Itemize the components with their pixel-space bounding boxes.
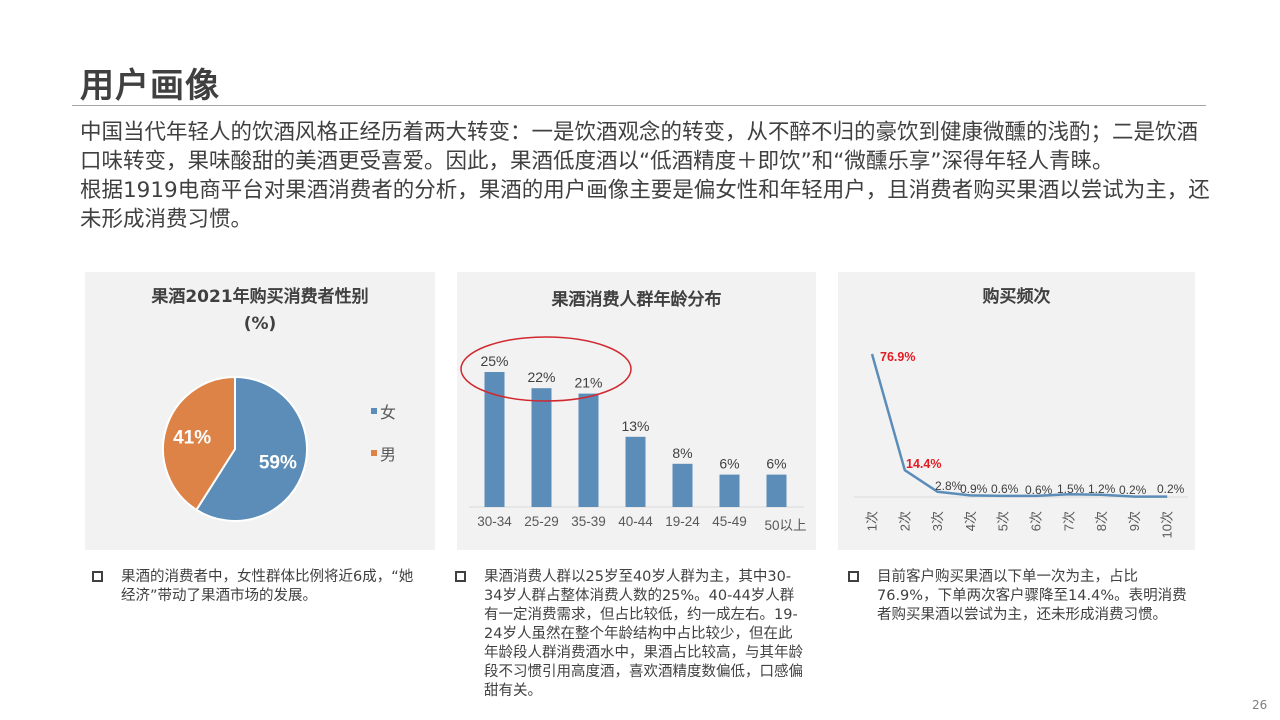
legend-item-male: 男 (371, 441, 396, 465)
chart-subtitle: (%) (243, 314, 277, 334)
legend-swatch-male (371, 450, 377, 456)
chart-title: 购买频次 (982, 287, 1051, 307)
note-text: 果酒的消费者中，女性群体比例将近6成，“她经济”带动了果酒市场的发展。 (121, 569, 414, 604)
x-tick-label: 2次 (897, 511, 912, 531)
legend-item-female: 女 (371, 399, 396, 423)
highlight-ellipse (460, 336, 632, 402)
x-tick-label: 6次 (1029, 511, 1044, 531)
title-divider (72, 105, 1206, 106)
bar (578, 393, 599, 507)
x-tick-label: 35-39 (571, 514, 606, 529)
bar (719, 474, 740, 507)
x-tick-label: 30-34 (477, 514, 512, 529)
bar-data-label: 6% (766, 456, 786, 472)
x-tick-label: 4次 (963, 511, 978, 531)
legend-swatch-female (371, 408, 377, 414)
gender-chart-panel: 果酒2021年购买消费者性别 (%) 59% 41% 女 男 (85, 272, 435, 550)
note-text: 果酒消费人群以25岁至40岁人群为主，其中30-34岁人群占整体消费人数的25%… (484, 569, 803, 699)
page-title: 用户画像 (80, 66, 220, 106)
pie-data-label: 41% (173, 428, 211, 449)
x-tick-label: 7次 (1061, 511, 1076, 531)
bar (484, 372, 505, 507)
square-bullet-icon (455, 571, 466, 582)
square-bullet-icon (848, 571, 859, 582)
point-data-label: 76.9% (880, 350, 915, 364)
age-bar-chart: 25% 30-34 22% 25-29 21% 35-39 13% 40-44 8% 19-24 6… (460, 336, 807, 533)
pie-data-label: 59% (259, 452, 297, 473)
x-tick-label: 25-29 (524, 514, 559, 529)
bar-data-label: 6% (719, 456, 739, 472)
point-data-label: 0.6% (1025, 483, 1053, 497)
x-tick-label: 8次 (1094, 511, 1109, 531)
x-tick-label: 19-24 (665, 514, 700, 529)
bar-data-label: 21% (574, 375, 602, 391)
pie-slice-female (195, 375, 308, 522)
intro-text: 中国当代年轻人的饮酒风格正经历着两大转变：一是饮酒观念的转变，从不醉不归的豪饮到… (80, 118, 1210, 234)
intro-paragraph: 中国当代年轻人的饮酒风格正经历着两大转变：一是饮酒观念的转变，从不醉不归的豪饮到… (80, 120, 1199, 174)
point-data-label: 1.2% (1088, 482, 1116, 496)
bar-data-label: 13% (621, 418, 649, 434)
series-line (870, 353, 1168, 498)
square-bullet-icon (92, 571, 103, 582)
bar (625, 436, 646, 507)
x-tick-label: 10次 (1160, 511, 1175, 538)
legend-label: 女 (380, 403, 397, 422)
x-tick-label: 5次 (996, 511, 1011, 531)
point-data-label: 0.2% (1119, 483, 1147, 497)
x-tick-label: 45-49 (712, 514, 747, 529)
frequency-chart-panel: 购买频次 76.9% 1次 14.4% 2次 2.8% 3次 0.9% 4次 0.6% 5次 0.6… (838, 272, 1195, 550)
x-tick-label: 9次 (1127, 511, 1142, 531)
bar (672, 463, 693, 507)
chart-title: 果酒消费人群年龄分布 (551, 290, 722, 310)
x-tick-label: 50以上 (764, 518, 806, 533)
point-data-label: 14.4% (906, 457, 941, 471)
bar (531, 388, 552, 507)
age-chart-panel: 果酒消费人群年龄分布 25% 30-34 22% 25-29 21% 35-39 13% 40… (457, 272, 816, 550)
chart-title: 果酒2021年购买消费者性别 (151, 287, 369, 307)
bar-data-label: 22% (527, 369, 555, 385)
bar-data-label: 25% (480, 353, 508, 369)
point-data-label: 0.6% (991, 482, 1019, 496)
bar (766, 474, 787, 507)
intro-paragraph: 根据1919电商平台对果酒消费者的分析，果酒的用户画像主要是偏女性和年轻用户，且… (80, 178, 1210, 232)
note-text: 目前客户购买果酒以下单一次为主，占比76.9%，下单两次客户骤降至14.4%。表… (877, 569, 1187, 623)
x-tick-label: 1次 (865, 511, 880, 531)
pie-slice-male (162, 375, 236, 512)
gender-pie-chart: 59% 41% (162, 375, 308, 522)
legend-label: 男 (380, 445, 397, 464)
point-data-label: 0.2% (1157, 482, 1185, 496)
frequency-line-chart: 76.9% 1次 14.4% 2次 2.8% 3次 0.9% 4次 0.6% 5次 0.6% 6次 1.… (854, 350, 1188, 538)
point-data-label: 0.9% (960, 482, 988, 496)
page-number: 26 (1252, 698, 1268, 712)
x-tick-label: 3次 (930, 511, 945, 531)
point-data-label: 2.8% (935, 479, 963, 493)
bar-data-label: 8% (672, 445, 692, 461)
x-tick-label: 40-44 (618, 514, 653, 529)
point-data-label: 1.5% (1057, 482, 1085, 496)
